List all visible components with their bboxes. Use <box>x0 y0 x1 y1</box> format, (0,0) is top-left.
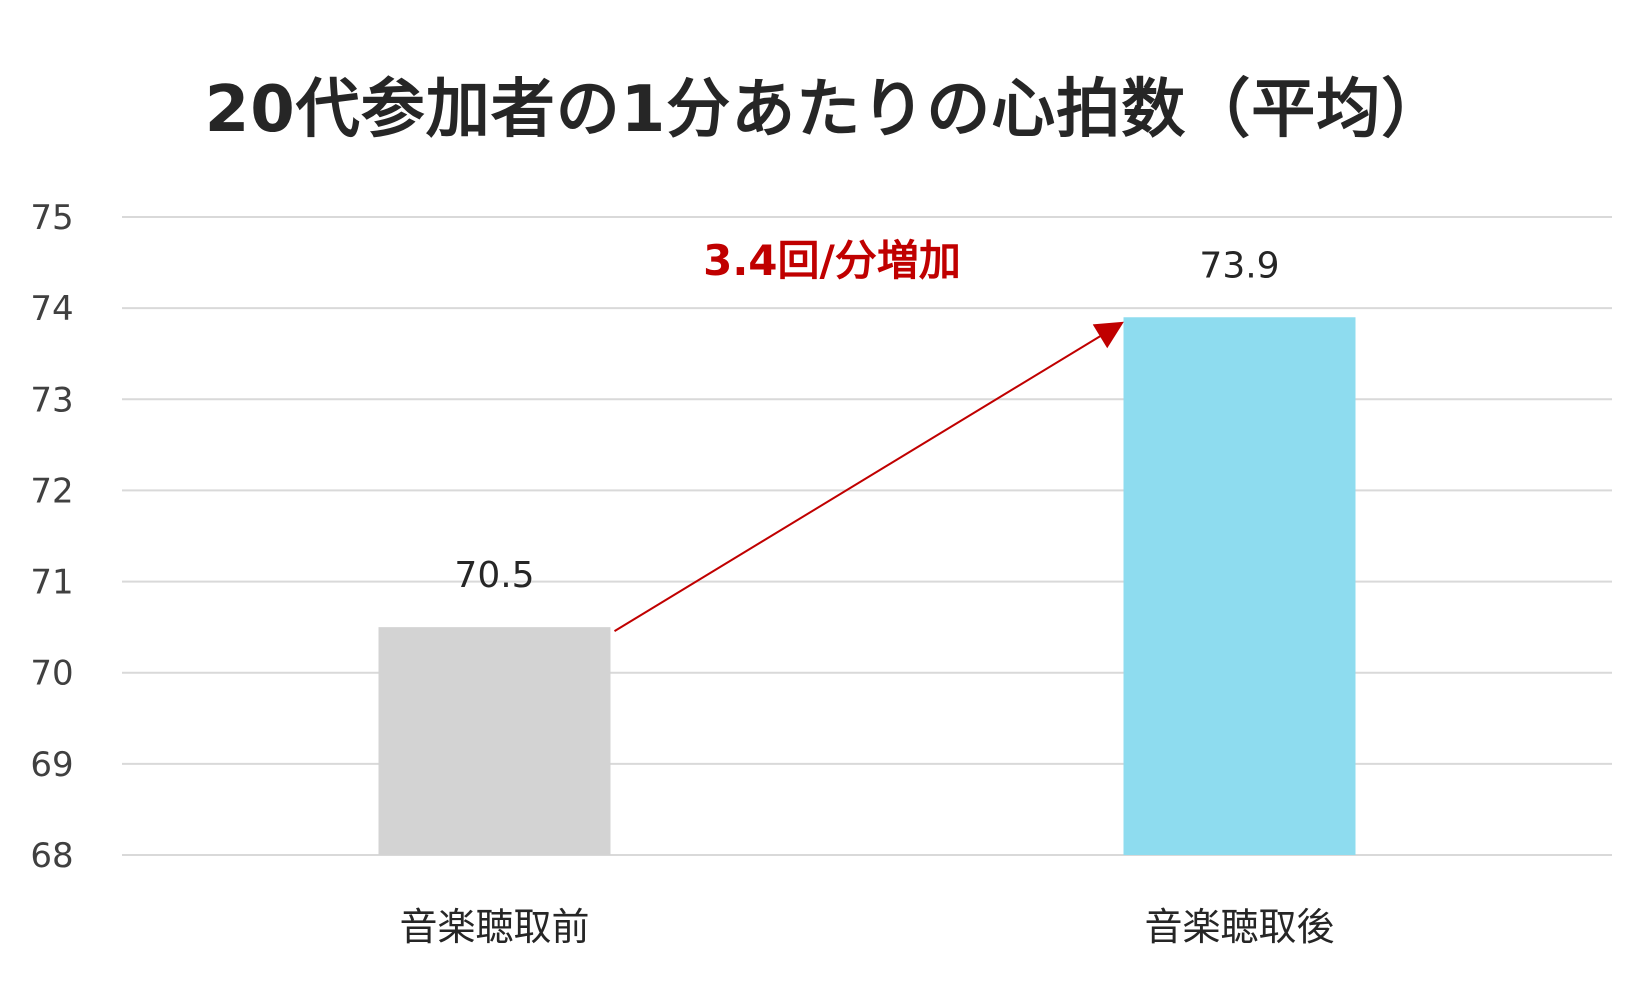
category-labels: 音楽聴取前 音楽聴取後 <box>399 905 1334 949</box>
y-tick-label-72: 72 <box>30 471 73 511</box>
annotation-label: 3.4回/分増加 <box>703 236 961 285</box>
bar-0 <box>378 627 611 855</box>
y-tick-label-68: 68 <box>30 836 73 876</box>
y-tick-label-73: 73 <box>30 380 73 420</box>
y-axis-tick-labels: 68 69 70 71 72 73 74 75 <box>30 198 73 876</box>
y-tick-label-69: 69 <box>30 745 73 785</box>
y-tick-label-70: 70 <box>30 654 73 694</box>
y-tick-label-74: 74 <box>30 289 73 329</box>
category-label-1: 音楽聴取後 <box>1144 905 1334 949</box>
category-label-0: 音楽聴取前 <box>399 905 589 949</box>
annotation: 3.4回/分増加 <box>613 236 1124 632</box>
data-label-0: 70.5 <box>454 555 534 596</box>
y-tick-label-71: 71 <box>30 563 73 603</box>
annotation-arrow <box>613 321 1124 632</box>
chart-title: 20代参加者の1分あたりの心拍数（平均） <box>204 73 1447 147</box>
y-tick-label-75: 75 <box>30 198 73 238</box>
bar-1 <box>1123 317 1356 855</box>
bars <box>378 317 1356 855</box>
data-label-1: 73.9 <box>1199 245 1279 286</box>
gridlines <box>122 216 1612 856</box>
data-labels: 70.5 73.9 <box>454 245 1279 596</box>
